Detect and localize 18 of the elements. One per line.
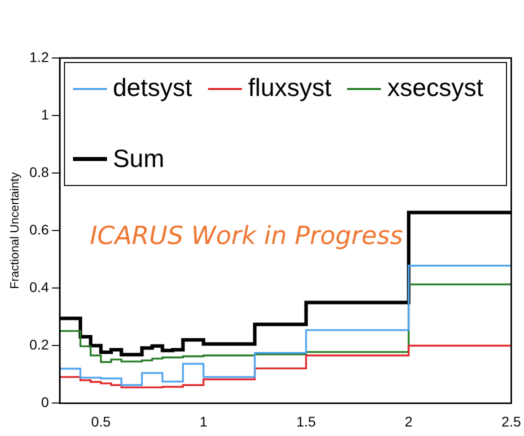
x-tick-label: 0.5 [91,413,111,430]
x-tick-label: 1.5 [296,413,316,430]
x-tick-label: 2 [404,413,413,430]
y-axis-title: Fractional Uncertainty [8,172,22,289]
y-tick-label: 0.8 [29,164,50,180]
y-tick-label: 1.2 [29,48,50,65]
y-tick-label: 0 [41,394,50,410]
legend-label: xsecsyst [387,74,484,104]
x-tick-label: 2.5 [502,413,522,430]
x-tick-label: 1 [200,413,208,430]
legend-label: detsyst [112,74,192,104]
y-tick-label: 1 [41,106,50,122]
y-tick-label: 0.4 [29,278,50,295]
y-tick-label: 0.2 [29,336,50,353]
legend-label: fluxsyst [248,74,332,104]
annotation: ICARUS Work in Progress [90,221,403,250]
legend-label: Sum [112,144,164,174]
y-tick-label: 0.6 [29,221,50,238]
